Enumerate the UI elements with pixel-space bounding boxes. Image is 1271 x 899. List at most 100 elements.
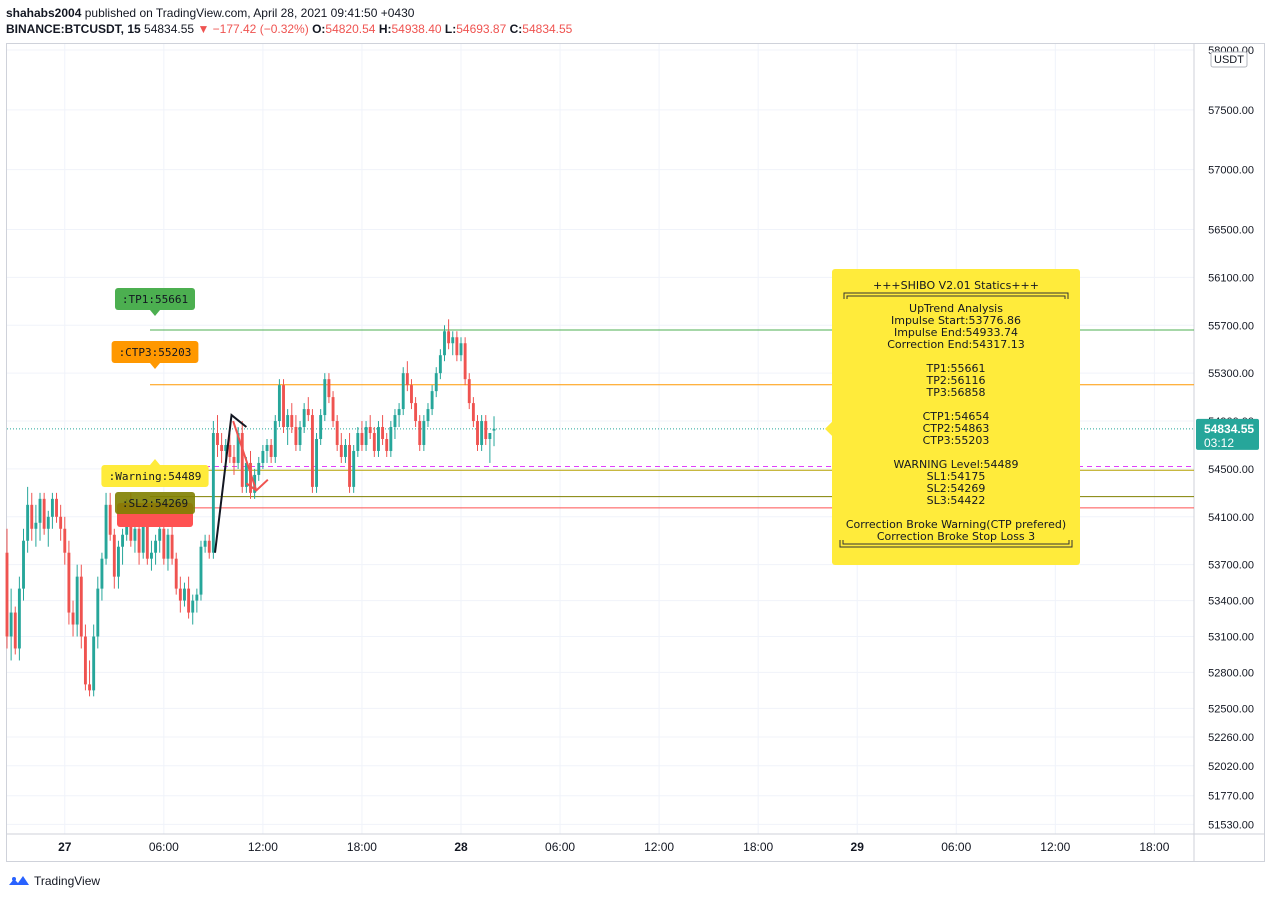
candle-body: [116, 546, 120, 577]
x-tick-label: 12:00: [248, 840, 278, 854]
candle-body: [488, 433, 492, 439]
candle-body: [434, 373, 438, 392]
y-tick-label: 53100.00: [1208, 632, 1254, 644]
candle-body: [261, 450, 265, 463]
y-tick-label: 54500.00: [1208, 464, 1254, 476]
candle-body: [310, 415, 314, 487]
candle-body: [224, 444, 228, 451]
stats-line: Correction Broke Stop Loss 3: [877, 530, 1035, 543]
currency-label: USDT: [1214, 54, 1244, 66]
x-tick-label: 12:00: [1040, 840, 1070, 854]
x-tick-label: 06:00: [941, 840, 971, 854]
stats-line: CTP3:55203: [923, 434, 990, 447]
candle-body: [319, 415, 323, 439]
candle-body: [286, 415, 290, 428]
candle-body: [385, 439, 389, 451]
last-price-tag-value: 54834.55: [1204, 422, 1254, 436]
candle-body: [13, 612, 17, 649]
candle-body: [273, 421, 277, 457]
stats-line: WARNING Level:54489: [894, 458, 1019, 471]
candle-body: [418, 421, 422, 445]
candle-body: [315, 439, 318, 487]
y-tick-label: 56500.00: [1208, 225, 1254, 237]
candle-body: [162, 528, 166, 559]
candle-body: [422, 421, 426, 445]
x-tick-label: 12:00: [644, 840, 674, 854]
candle-body: [455, 337, 459, 356]
level-label-ctp3: :CTP3:55203: [119, 346, 192, 359]
candle-body: [211, 433, 215, 553]
candle-body: [46, 516, 50, 529]
close-value: 54834.55: [522, 22, 573, 36]
candle-body: [339, 444, 343, 457]
legend-ohlc: BINANCE:BTCUSDT, 15 54834.55 ▼ −177.42 (…: [6, 21, 572, 37]
stats-line: CTP2:54863: [923, 422, 990, 435]
candle-body: [137, 528, 141, 553]
candle-body: [145, 522, 149, 559]
stats-line: TP2:56116: [925, 374, 985, 387]
chart-frame: [6, 43, 1265, 862]
y-tick-label: 57500.00: [1208, 105, 1254, 117]
stats-line: CTP1:54654: [923, 410, 990, 423]
stats-line: SL2:54269: [927, 482, 986, 495]
candle-body: [426, 409, 430, 422]
candle-body: [294, 427, 298, 445]
candle-body: [112, 534, 116, 577]
high-value: 54938.40: [391, 22, 442, 36]
candle-body: [414, 403, 418, 422]
y-tick-label: 52800.00: [1208, 667, 1254, 679]
label-pointer: [150, 363, 160, 369]
candle-body: [244, 462, 248, 487]
candle-body: [377, 427, 380, 451]
brand-label[interactable]: TradingView: [34, 874, 101, 888]
candle-body: [141, 522, 145, 553]
last-price-countdown: 03:12: [1204, 436, 1234, 450]
candle-body: [195, 594, 199, 601]
candle-body: [372, 433, 376, 451]
y-tick-label: 52500.00: [1208, 703, 1254, 715]
stats-line: TP1:55661: [925, 362, 985, 375]
candle-body: [430, 391, 434, 410]
publish-info: shahabs2004 published on TradingView.com…: [6, 5, 414, 21]
candle-body: [199, 546, 203, 595]
level-label-tp1: :TP1:55661: [122, 293, 188, 306]
candle-body: [451, 337, 455, 344]
candle-body: [265, 444, 269, 451]
stats-line: Impulse Start:53776.86: [891, 314, 1021, 327]
candle-body: [63, 528, 67, 553]
candle-body: [207, 540, 211, 553]
level-label-sl2: :SL2:54269: [122, 497, 188, 510]
candle-body: [67, 552, 71, 613]
candle-body: [381, 427, 385, 439]
x-tick-label: 18:00: [1139, 840, 1169, 854]
candle-body: [88, 684, 91, 691]
candle-body: [100, 558, 104, 589]
candle-body: [216, 433, 219, 445]
y-tick-label: 51530.00: [1208, 819, 1254, 831]
candle-body: [174, 558, 178, 589]
tradingview-logo-icon[interactable]: [8, 874, 30, 888]
high-label: H:: [378, 22, 392, 36]
candle-body: [75, 576, 79, 625]
low-value: 54693.87: [456, 22, 507, 36]
level-label-warning: :Warning:54489: [109, 470, 202, 483]
candle-body: [476, 421, 479, 445]
candle-body: [5, 552, 9, 637]
candle-body: [203, 540, 207, 547]
stats-line: SL3:54422: [927, 494, 986, 507]
candle-body: [323, 379, 327, 416]
candle-body: [352, 450, 356, 487]
y-tick-label: 55300.00: [1208, 368, 1254, 380]
correction-arrow: [232, 420, 258, 491]
author-name[interactable]: shahabs2004: [6, 6, 82, 20]
close-label: C:: [509, 22, 523, 36]
candle-body: [484, 421, 488, 439]
last-price-tag: [1196, 418, 1259, 450]
y-tick-label: 51770.00: [1208, 791, 1254, 803]
stats-box: [832, 269, 1080, 565]
candle-body: [447, 331, 451, 344]
candle-body: [71, 612, 75, 625]
y-tick-label: 55700.00: [1208, 320, 1254, 332]
candle-body: [42, 498, 46, 529]
